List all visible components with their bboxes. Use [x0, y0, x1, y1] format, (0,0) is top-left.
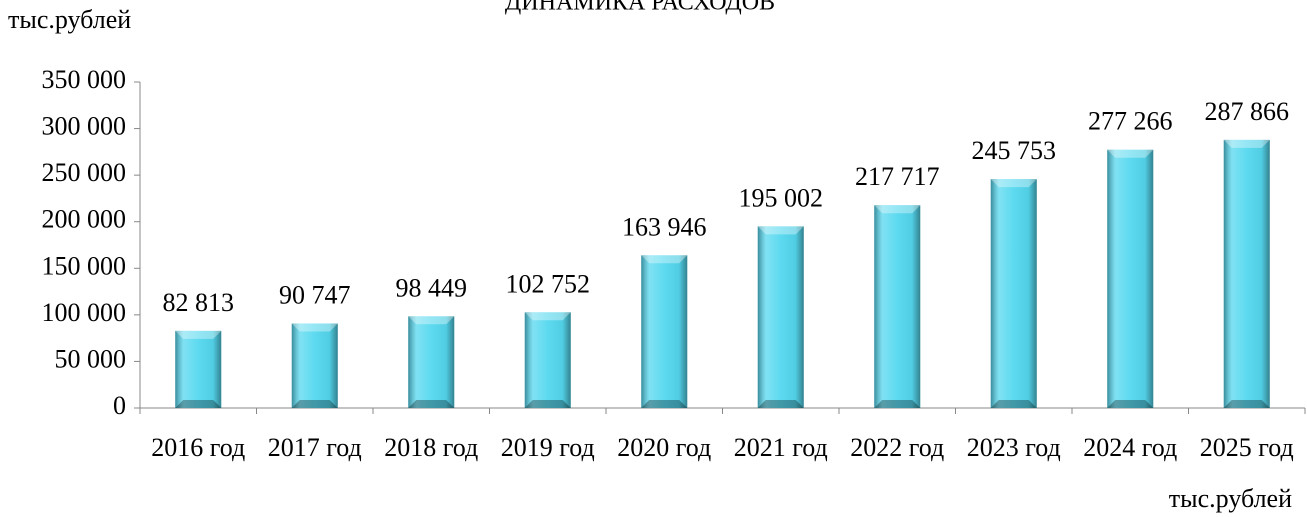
y-tick-label: 0: [113, 391, 126, 420]
y-axis-label: тыс.рублей: [8, 5, 131, 34]
data-label: 90 747: [279, 280, 351, 309]
bar-bevel-top: [1107, 149, 1154, 158]
data-label: 163 946: [622, 212, 707, 241]
y-tick-label: 50 000: [55, 344, 127, 373]
data-label: 277 266: [1088, 107, 1173, 136]
bar-bevel-bottom: [874, 400, 921, 408]
bar-bevel-bottom: [1107, 400, 1154, 408]
bar-bevel-top: [990, 179, 1037, 188]
x-axis-label: тыс.рублей: [1169, 484, 1292, 513]
chart-title: ДИНАМИКА РАСХОДОВ: [505, 0, 775, 16]
bar-bevel-bottom: [524, 400, 571, 408]
bar-bevel-top: [1223, 139, 1270, 148]
bar-bevel-top: [641, 255, 688, 264]
bar-bevel-bottom: [1223, 400, 1270, 408]
x-tick-label: 2019 год: [501, 433, 595, 462]
bar-bevel-top: [175, 330, 222, 339]
data-label: 245 753: [972, 136, 1057, 165]
bar-shade: [175, 330, 222, 408]
data-label: 217 717: [855, 162, 940, 191]
y-tick-label: 100 000: [42, 298, 127, 327]
x-tick-label: 2022 год: [850, 433, 944, 462]
y-tick-label: 300 000: [42, 112, 127, 141]
bar-shade: [641, 255, 688, 408]
bar-bevel-bottom: [408, 400, 455, 408]
data-label: 287 866: [1205, 97, 1290, 126]
x-tick-label: 2023 год: [967, 433, 1061, 462]
bar-bevel-top: [757, 226, 804, 235]
data-label: 98 449: [396, 273, 468, 302]
bar-bevel-top: [408, 316, 455, 325]
x-tick-label: 2017 год: [268, 433, 362, 462]
y-tick-label: 350 000: [42, 65, 127, 94]
bar-bevel-bottom: [175, 400, 222, 408]
y-tick-label: 200 000: [42, 205, 127, 234]
bar-shade: [874, 205, 921, 408]
y-tick-label: 250 000: [42, 158, 127, 187]
data-label: 82 813: [163, 288, 235, 317]
x-tick-label: 2020 год: [617, 433, 711, 462]
bar-bevel-bottom: [757, 400, 804, 408]
bar-shade: [990, 179, 1037, 408]
x-tick-label: 2021 год: [734, 433, 828, 462]
bar-shade: [408, 316, 455, 408]
bar-shade: [291, 323, 338, 408]
data-label: 195 002: [739, 183, 824, 212]
x-tick-label: 2016 год: [151, 433, 245, 462]
x-tick-label: 2024 год: [1083, 433, 1177, 462]
bar-bevel-bottom: [641, 400, 688, 408]
bar-shade: [1107, 149, 1154, 408]
data-label: 102 752: [506, 269, 591, 298]
bar-shade: [1223, 139, 1270, 408]
bar-shade: [757, 226, 804, 408]
x-tick-label: 2018 год: [384, 433, 478, 462]
y-tick-label: 150 000: [42, 251, 127, 280]
bar-bevel-bottom: [291, 400, 338, 408]
x-tick-label: 2025 год: [1200, 433, 1294, 462]
bar-bevel-top: [524, 312, 571, 321]
bar-bevel-bottom: [990, 400, 1037, 408]
bar-bevel-top: [291, 323, 338, 332]
bar-shade: [524, 312, 571, 408]
bar-bevel-top: [874, 205, 921, 214]
